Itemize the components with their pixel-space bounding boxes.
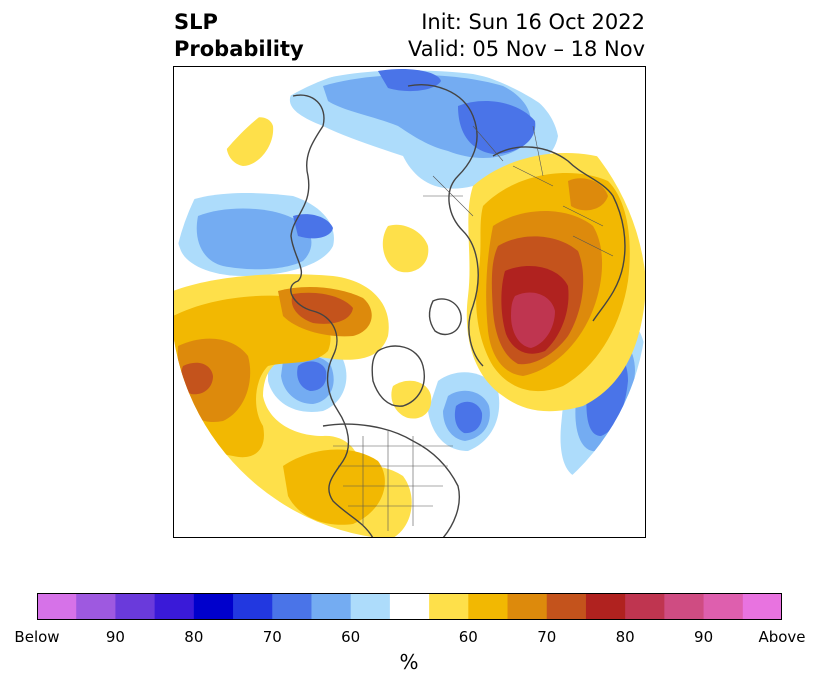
slp-probability-map [173, 66, 646, 538]
tick-label: Below [14, 628, 60, 646]
colorbar-cell [37, 593, 77, 620]
colorbar-cell [742, 593, 782, 620]
colorbar-cell [703, 593, 744, 620]
colorbar-units: % [399, 650, 419, 674]
tick-label: 80 [615, 628, 635, 646]
coastline-island [371, 345, 425, 407]
coastlines [290, 84, 626, 538]
state-borders [333, 431, 453, 531]
colorbar-cell [193, 593, 234, 620]
borders [333, 125, 614, 531]
coastline-arctic [407, 84, 484, 367]
colorbar-cell [585, 593, 626, 620]
coastline-south [322, 423, 460, 538]
variable-name: SLP [174, 10, 218, 34]
colorbar-cell [115, 593, 156, 620]
contour-above-85 [511, 292, 555, 348]
colorbar-cell [350, 593, 391, 620]
country-borders [423, 125, 614, 257]
tick-label: 70 [262, 628, 282, 646]
tick-label: 70 [537, 628, 557, 646]
colorbar-cell [233, 593, 273, 620]
coastline-east [492, 146, 626, 322]
colorbar-cell [664, 593, 705, 620]
colorbar-cell [468, 593, 509, 620]
colorbar-cell [546, 593, 587, 620]
colorbar-cell [625, 593, 665, 620]
colorbar-cell [154, 593, 195, 620]
colorbar-cell [311, 593, 352, 620]
map-frame [173, 66, 646, 538]
tick-label: Above [758, 628, 806, 646]
colorbar-cell [429, 593, 469, 620]
tick-label: 90 [105, 628, 125, 646]
colorbar-cell [272, 593, 312, 620]
tick-label: 60 [458, 628, 478, 646]
coastline-greenland [428, 298, 462, 336]
tick-label: 60 [341, 628, 361, 646]
tick-label: 80 [184, 628, 204, 646]
colorbar-cell [76, 593, 116, 620]
colorbar-cell [389, 593, 430, 620]
tick-label: 90 [694, 628, 714, 646]
init-date: Init: Sun 16 Oct 2022 [421, 10, 645, 34]
map-title-left: SLP Probability [174, 9, 304, 63]
map-title-right: Init: Sun 16 Oct 2022 Valid: 05 Nov – 18… [408, 9, 645, 63]
variable-type: Probability [174, 37, 304, 61]
coastline-west [290, 94, 374, 538]
colorbar-frame [37, 593, 782, 620]
colorbar [37, 593, 782, 620]
colorbar-cell [507, 593, 548, 620]
valid-range: Valid: 05 Nov – 18 Nov [408, 37, 645, 61]
